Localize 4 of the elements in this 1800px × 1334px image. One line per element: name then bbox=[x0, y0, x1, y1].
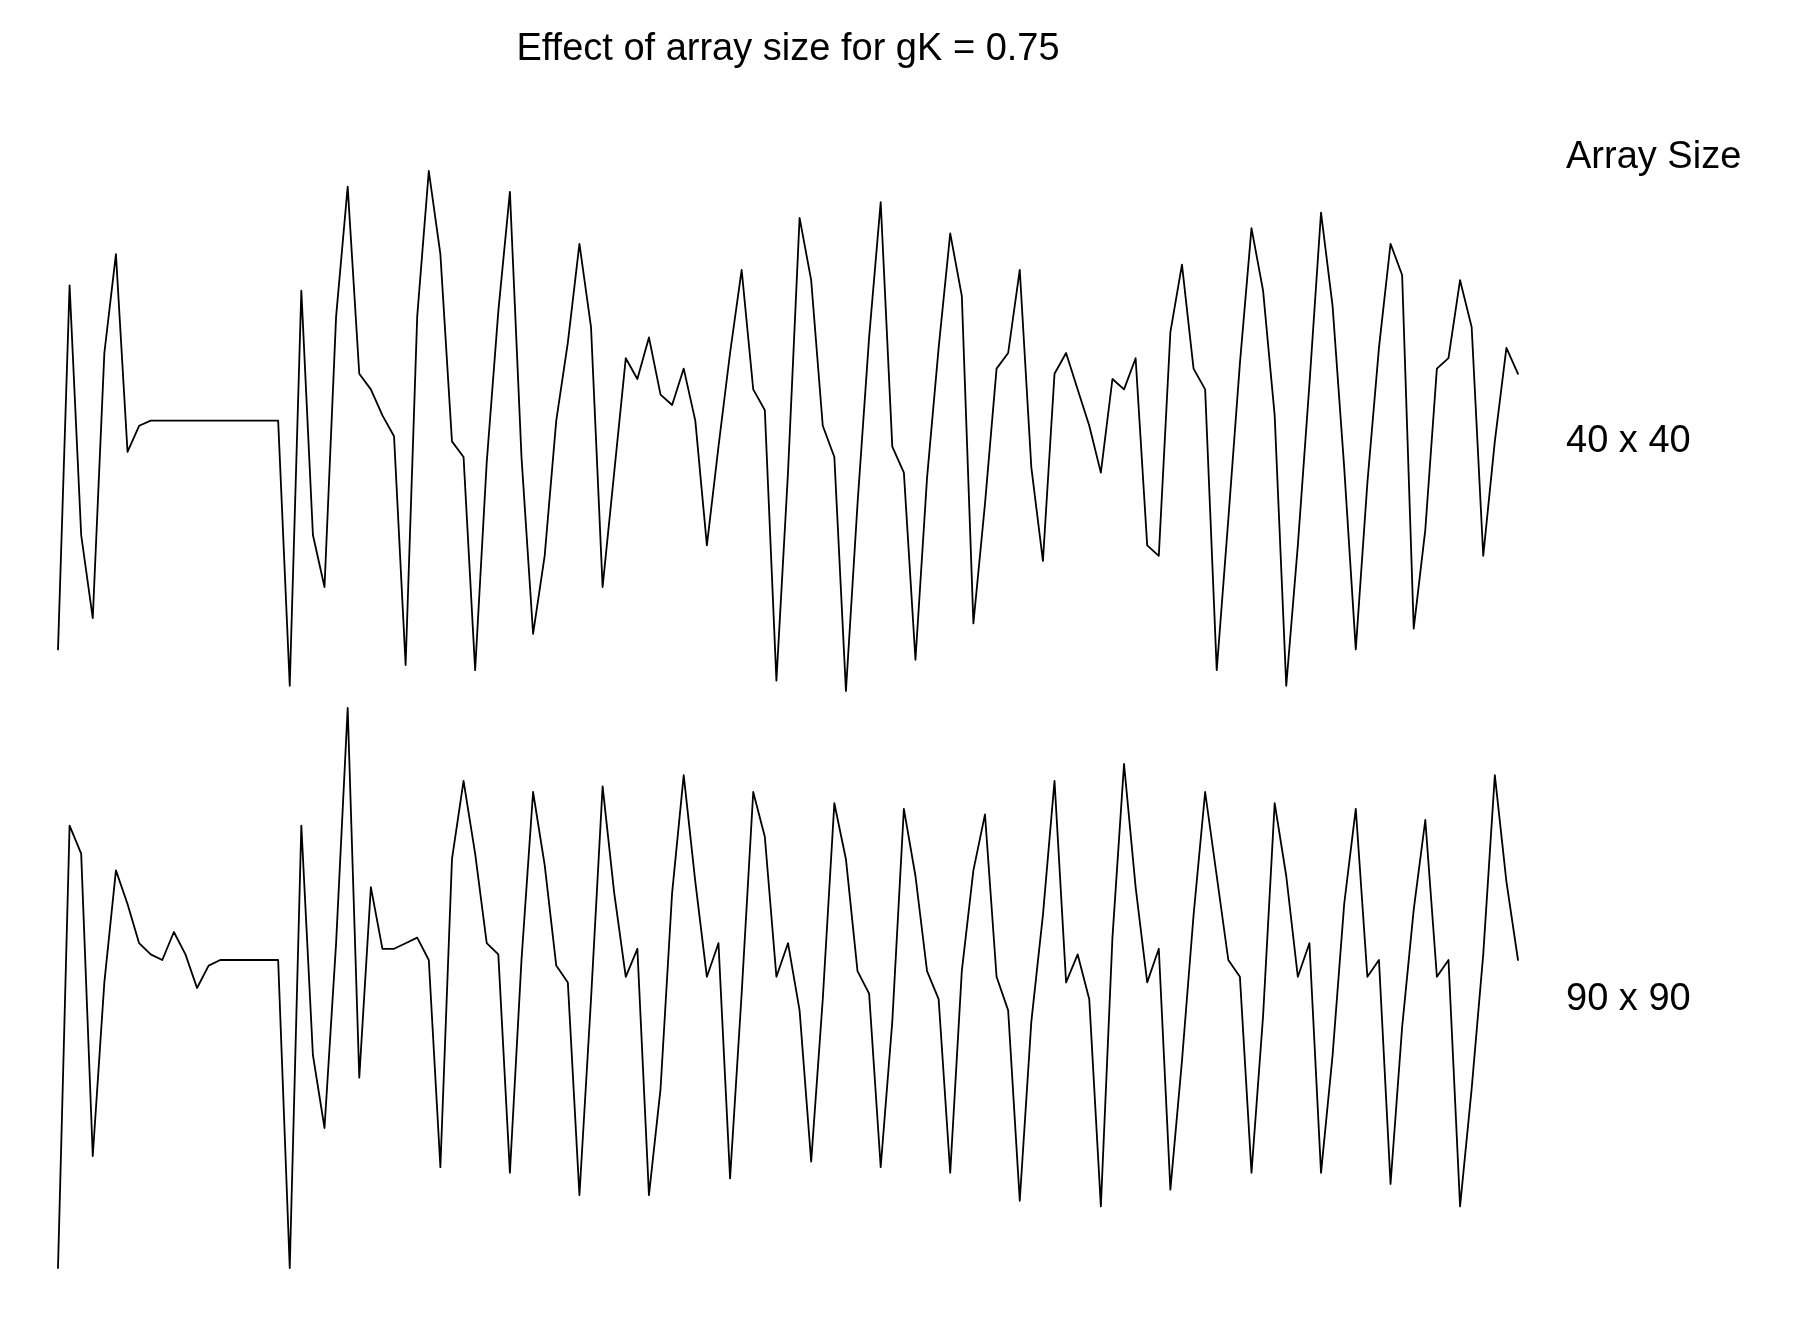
series-label: 90 x 90 bbox=[1566, 976, 1691, 1019]
series-label: 40 x 40 bbox=[1566, 418, 1691, 461]
legend-title: Array Size bbox=[1566, 134, 1742, 176]
chart-title: Effect of array size for gK = 0.75 bbox=[516, 26, 1060, 68]
